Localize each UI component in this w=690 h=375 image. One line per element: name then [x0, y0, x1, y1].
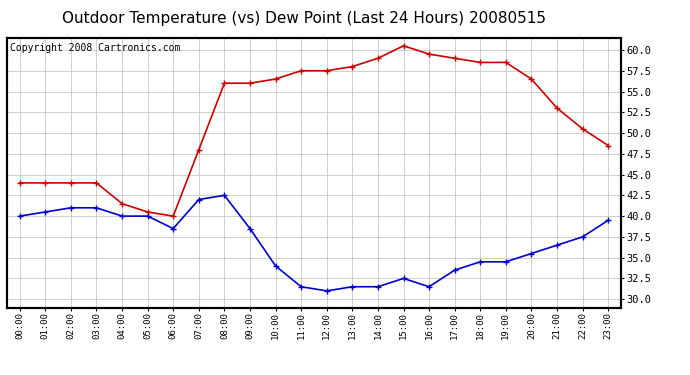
Text: Copyright 2008 Cartronics.com: Copyright 2008 Cartronics.com	[10, 43, 180, 53]
Text: Outdoor Temperature (vs) Dew Point (Last 24 Hours) 20080515: Outdoor Temperature (vs) Dew Point (Last…	[61, 11, 546, 26]
